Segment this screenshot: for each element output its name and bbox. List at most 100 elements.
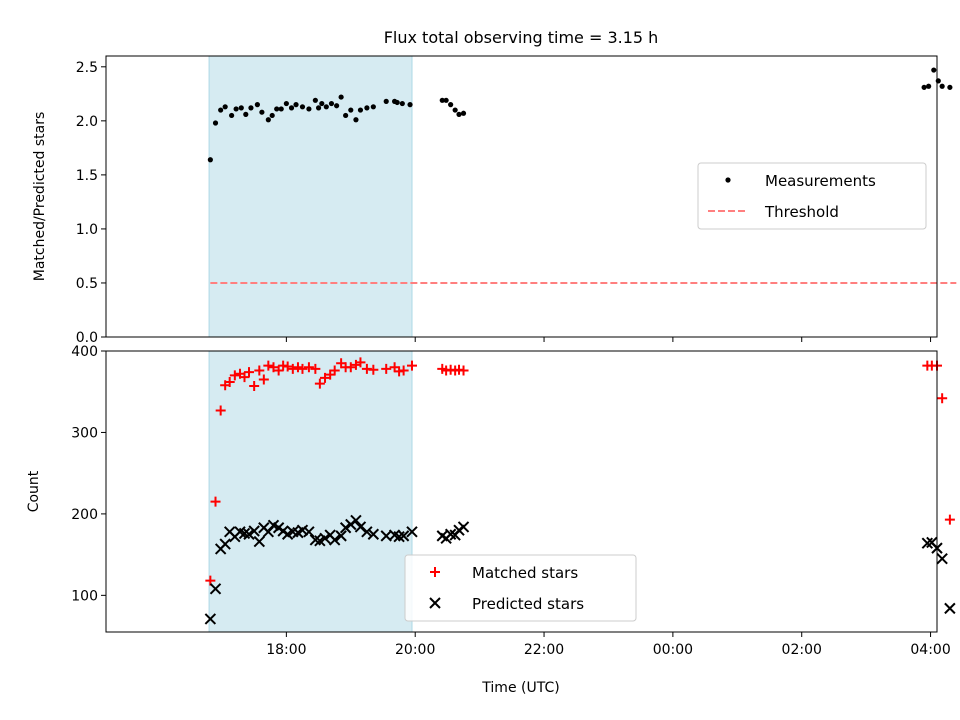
x-tick-label: 18:00: [266, 642, 306, 658]
measurement-point: [222, 104, 228, 110]
x-tick-label: 00:00: [653, 642, 693, 658]
measurement-point: [334, 103, 340, 109]
measurement-point: [293, 102, 299, 108]
y-tick-label: 2.5: [76, 60, 98, 76]
measurement-point: [254, 102, 260, 108]
measurement-point: [243, 111, 249, 117]
matched-star-point: [287, 363, 298, 374]
bottom-panel-star-counts: 18:00 20:00 22:00 00:00 02:00 04:00 100 200 300 4…: [26, 344, 956, 658]
predicted-star-point: [406, 526, 418, 538]
matched-star-point: [282, 361, 293, 372]
y-tick-label: 2.0: [76, 114, 98, 130]
measurement-point: [265, 117, 271, 123]
measurement-point: [947, 84, 953, 90]
x-tick-label: 02:00: [782, 642, 822, 658]
matched-star-point: [268, 362, 279, 373]
measurement-point: [364, 105, 370, 111]
matched-star-point: [355, 357, 366, 368]
predicted-star-point: [367, 528, 380, 540]
matched-star-point: [314, 378, 325, 389]
measurement-point: [931, 67, 937, 73]
predicted-star-point: [457, 521, 470, 533]
y-tick-label: 200: [71, 507, 98, 523]
measurement-point: [407, 102, 413, 108]
predicted-star-point: [397, 530, 410, 542]
matched-star-point: [258, 374, 269, 385]
measurement-point: [394, 99, 400, 106]
matched-star-point: [458, 365, 469, 376]
measurement-point: [935, 78, 941, 84]
legend-box: [697, 162, 927, 230]
measurement-point: [312, 97, 318, 103]
chart-title: Flux total observing time = 3.15 h: [384, 28, 659, 47]
matched-star-point: [944, 514, 955, 525]
measurement-point: [319, 100, 325, 107]
predicted-star-point: [248, 525, 260, 537]
matched-star-point: [310, 363, 321, 374]
matched-star-point: [239, 372, 250, 383]
legend-measurement-swatch: [725, 177, 731, 183]
predicted-star-point: [209, 583, 222, 595]
predicted-star-point: [354, 521, 367, 533]
axes-frame-top: [105, 55, 938, 338]
measurement-point: [229, 112, 235, 119]
measurement-point: [212, 120, 219, 126]
measurement-point: [448, 102, 454, 108]
matched-star-point: [210, 496, 221, 507]
matched-star-point: [254, 365, 265, 376]
legend-predicted-swatch: [429, 597, 441, 609]
y-axis-label-bottom: Count: [26, 470, 42, 512]
y-tick-label: 1.5: [76, 168, 98, 184]
y-tick-label: 0.0: [76, 330, 98, 346]
legend-matched-swatch: [430, 567, 440, 577]
measurement-point: [460, 110, 467, 116]
legend-box: [404, 554, 637, 622]
matched-star-point: [345, 362, 356, 373]
measurement-point: [456, 111, 462, 117]
measurement-point: [269, 112, 275, 119]
predicted-star-point: [335, 530, 347, 542]
measurement-point: [274, 106, 280, 112]
matched-star-point: [273, 365, 284, 376]
measurement-point: [338, 94, 344, 100]
y-axis-label-top: Matched/Predicted stars: [32, 112, 48, 282]
matched-star-point: [329, 365, 340, 376]
measurement-point: [452, 107, 458, 113]
measurement-point: [323, 104, 329, 110]
y-tick-label: 100: [71, 588, 98, 604]
predicted-star-point: [339, 522, 352, 534]
matched-star-point: [406, 360, 417, 371]
measurement-point: [348, 107, 354, 113]
measurement-point: [288, 105, 295, 111]
measurement-point: [399, 100, 405, 107]
measurement-point: [383, 98, 389, 104]
measurement-point: [306, 106, 312, 112]
predicted-star-point: [936, 552, 948, 565]
measurement-point: [328, 100, 335, 107]
x-tick-label: 04:00: [910, 642, 950, 658]
measurement-point: [443, 97, 449, 103]
predicted-star-point: [243, 528, 255, 540]
measurement-point: [283, 100, 289, 107]
y-tick-label: 1.0: [76, 222, 98, 238]
legend-label: Measurements: [765, 172, 876, 190]
y-tick-label: 0.5: [76, 276, 98, 292]
legend-label: Threshold: [764, 203, 839, 221]
measurement-point: [238, 105, 244, 111]
measurement-point: [921, 84, 927, 90]
predicted-star-point: [350, 514, 362, 527]
matched-star-point: [398, 365, 409, 376]
y-tick-label: 400: [71, 344, 98, 360]
x-tick-label: 20:00: [395, 642, 435, 658]
measurement-point: [439, 97, 445, 103]
predicted-star-point: [328, 534, 341, 546]
measurement-point: [315, 105, 322, 111]
predicted-star-point: [253, 535, 266, 548]
observing-span-top: [208, 55, 413, 338]
matched-star-point: [937, 393, 948, 404]
predicted-star-point: [361, 526, 373, 538]
legend-top: Measurements Threshold: [697, 162, 927, 230]
legend-label: Predicted stars: [472, 595, 584, 613]
predicted-star-point: [303, 526, 315, 538]
